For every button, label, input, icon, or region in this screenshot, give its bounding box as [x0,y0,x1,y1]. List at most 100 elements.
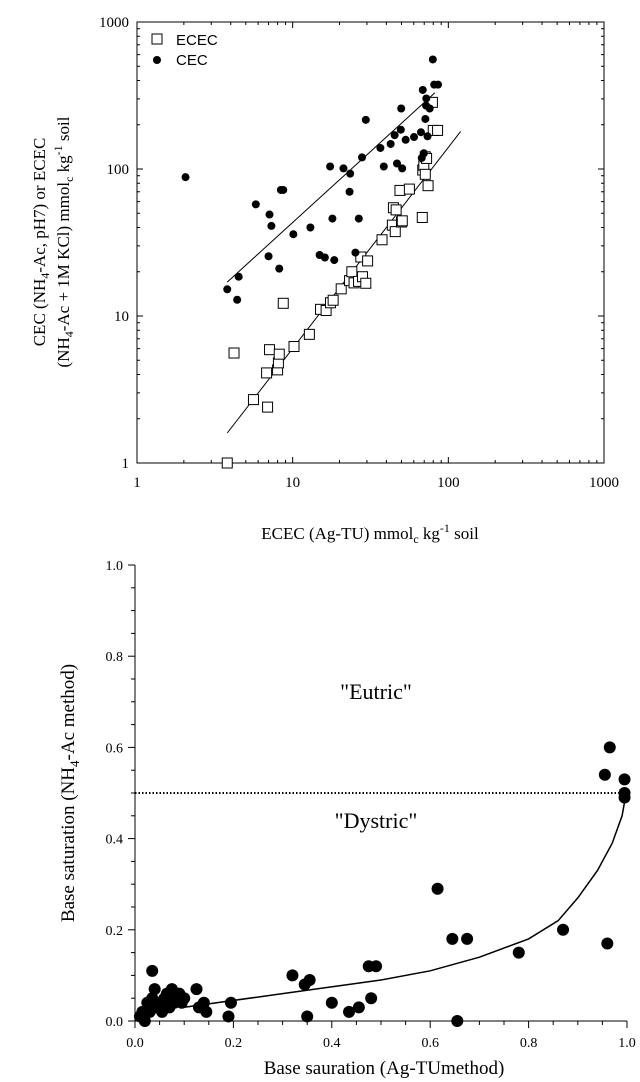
bottom-y-tick-label: 0.6 [106,741,124,756]
ecec-point [419,168,431,180]
top-y-axis-label-line2: (NH4-Ac + 1M KCl) mmolc kg-1 soil [51,116,76,367]
base-saturation-point [325,996,338,1009]
base-saturation-point [148,983,161,996]
cec-point [393,159,402,168]
ecec-point [273,348,285,360]
ecec-point [221,457,233,469]
base-saturation-point [601,937,614,950]
base-saturation-point [224,996,237,1009]
cec-point [339,164,348,173]
base-saturation-point [365,992,378,1005]
ecec-point [376,234,388,246]
ecec-point [396,215,408,227]
cec-point [279,185,288,194]
cec-point [354,214,363,223]
ecec-point [247,394,259,406]
base-saturation-point [343,1005,356,1018]
base-saturation-point [446,932,459,945]
base-saturation-point [178,992,191,1005]
cec-point [320,253,329,262]
bottom-y-tick-label: 0.2 [106,924,124,939]
legend-ecec-marker [151,33,163,45]
cec-point [251,200,260,209]
ecec-point [422,180,434,192]
base-saturation-point [190,983,203,996]
ecec-point [327,294,339,306]
bottom-y-tick-label: 0.0 [106,1015,124,1030]
fit-line-ecec [226,131,462,434]
base-saturation-point [200,1005,213,1018]
bottom-x-axis-label: Base sauration (Ag-TUmethod) [264,1058,505,1079]
cec-point [397,104,406,113]
base-saturation-point [197,996,210,1009]
ecec-point [389,226,401,238]
top-plot-frame [136,21,605,464]
fit-curve [184,788,628,1009]
bottom-y-axis-label: Base saturation (NH4-Ac method) [58,664,82,922]
dystric-annotation: "Dystric" [335,808,418,833]
top-y-tick-label: 10 [114,309,129,325]
top-x-tick-label: 100 [437,475,460,491]
cec-point [418,85,427,94]
base-saturation-point [451,1015,464,1027]
cec-point [376,143,385,152]
cec-point [181,173,190,182]
base-saturation-point [461,932,474,945]
cec-point [428,55,437,64]
ecec-point [277,297,289,309]
fit-line-cec [226,92,436,283]
cec-point [306,223,315,232]
legend-cec-marker [153,56,161,64]
top-y-tick-label: 100 [107,162,130,178]
ecec-point [416,211,428,223]
cec-point [233,295,242,304]
cec-point [361,115,370,124]
cec-point [419,149,428,158]
base-saturation-point [222,1010,235,1023]
ecec-point [403,183,415,195]
bottom-chart: 0.0 0.2 0.4 0.6 0.8 1.0 0.0 0.2 0.4 0.6 0.8 1.0 "Eu… [58,559,636,1079]
ecec-point [264,344,276,356]
ecec-point [228,347,240,359]
bottom-x-tick-label: 0.8 [520,1036,538,1051]
top-y-tick-label: 1000 [99,15,129,31]
base-saturation-point [352,1001,365,1014]
cec-point [422,94,431,103]
legend-cec-label: CEC [176,52,208,69]
bottom-x-tick-label: 0.2 [225,1036,243,1051]
ecec-point [335,283,347,295]
base-saturation-point [512,946,525,959]
bottom-x-tick-label: 0.4 [323,1036,341,1051]
cec-point [326,162,335,171]
ecec-point [261,367,273,379]
bottom-x-tick-label: 0.0 [126,1036,144,1051]
cec-point [390,131,399,140]
top-x-tick-label: 1 [133,475,141,491]
base-saturation-point [303,973,316,986]
top-y-axis-label-line1: CEC (NH4-Ac, pH7) or ECEC [30,138,52,347]
bottom-x-tick-label: 0.6 [421,1036,439,1051]
bottom-y-tick-label: 0.4 [106,833,124,848]
cec-point [275,264,284,273]
base-saturation-point [301,1010,314,1023]
cec-point [396,125,405,134]
legend: ECEC CEC [151,32,218,69]
base-saturation-point [598,768,611,781]
cec-point [434,80,443,89]
cec-point [425,104,434,113]
ecec-point [303,328,315,340]
ecec-point [394,184,406,196]
ecec-point [362,255,374,267]
base-saturation-point [146,964,159,977]
cec-point [223,285,232,294]
base-saturation-point [431,882,444,895]
base-saturation-point [603,741,616,754]
ecec-point [432,124,444,136]
base-saturation-point [557,923,570,936]
ecec-point [346,266,358,278]
cec-point [234,272,243,281]
top-x-tick-label: 1000 [589,475,619,491]
cec-point [416,128,425,137]
bottom-y-tick-label: 1.0 [106,559,124,574]
